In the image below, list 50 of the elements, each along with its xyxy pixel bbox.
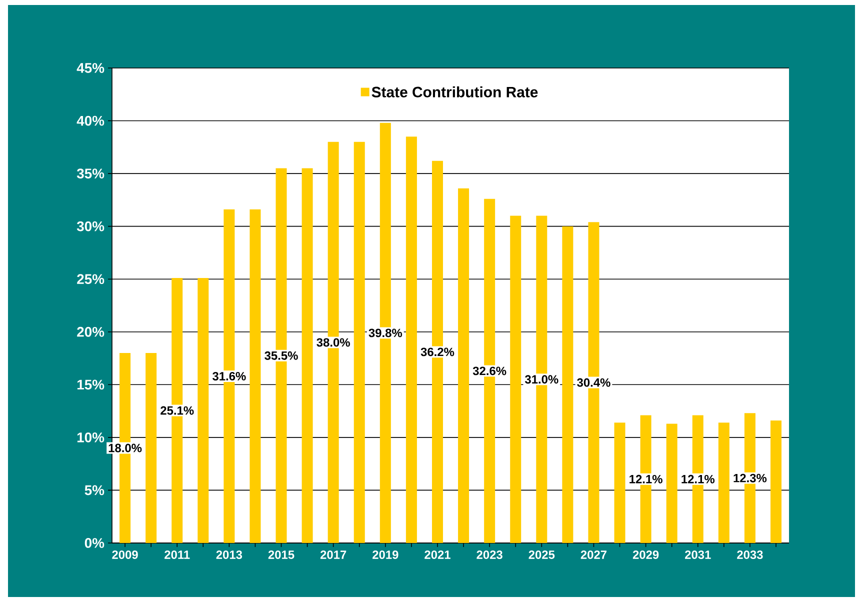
x-tick-label: 2019 (372, 550, 398, 559)
y-tick-label: 25% (77, 274, 104, 284)
x-tick-label: 2031 (685, 550, 711, 559)
bar (406, 136, 417, 543)
data-label: 12.3% (734, 474, 767, 482)
y-tick-label: 0% (84, 538, 104, 548)
bar (666, 424, 678, 543)
bar (718, 422, 730, 543)
x-tick-label: 2015 (268, 550, 294, 559)
x-tick-label: 2017 (320, 550, 346, 559)
bar (250, 209, 261, 543)
x-tick-label: 2025 (528, 550, 555, 559)
data-label: 12.1% (630, 474, 662, 484)
data-label: 25.1% (160, 406, 194, 415)
data-label: 39.8% (368, 328, 402, 338)
y-tick-label: 5% (84, 485, 104, 496)
data-label: 35.5% (264, 351, 298, 360)
data-label: 31.0% (524, 375, 558, 384)
bar (458, 188, 470, 543)
bar (302, 168, 313, 543)
data-label: 30.4% (577, 378, 610, 387)
bar (198, 278, 209, 543)
bar (562, 226, 574, 543)
bar (614, 422, 626, 543)
x-tick-label: 2023 (476, 550, 502, 559)
x-tick-label: 2033 (737, 550, 763, 559)
y-tick-label: 40% (76, 116, 104, 126)
x-tick-label: 2009 (112, 550, 138, 559)
x-tick-label: 2013 (216, 550, 242, 559)
data-label: 36.2% (420, 348, 454, 356)
y-tick-label: 15% (77, 380, 104, 390)
bar (146, 352, 157, 543)
data-label: 12.1% (682, 474, 715, 484)
data-label: 32.6% (472, 366, 506, 376)
data-label: 31.6% (212, 372, 246, 380)
y-tick-label: 45% (76, 63, 104, 73)
bar (770, 420, 782, 543)
data-label: 18.0% (108, 444, 142, 452)
x-tick-label: 2011 (164, 550, 190, 559)
y-tick-label: 10% (77, 432, 104, 442)
legend-label: State Contribution Rate (372, 86, 538, 98)
x-tick-label: 2021 (424, 550, 450, 559)
x-tick-label: 2027 (580, 550, 606, 559)
data-label: 38.0% (316, 338, 350, 347)
x-tick-label: 2029 (632, 550, 659, 559)
bar (510, 216, 522, 543)
y-tick-label: 35% (76, 168, 104, 178)
bar (354, 142, 365, 543)
y-tick-label: 30% (76, 221, 104, 232)
y-tick-label: 20% (77, 326, 104, 337)
